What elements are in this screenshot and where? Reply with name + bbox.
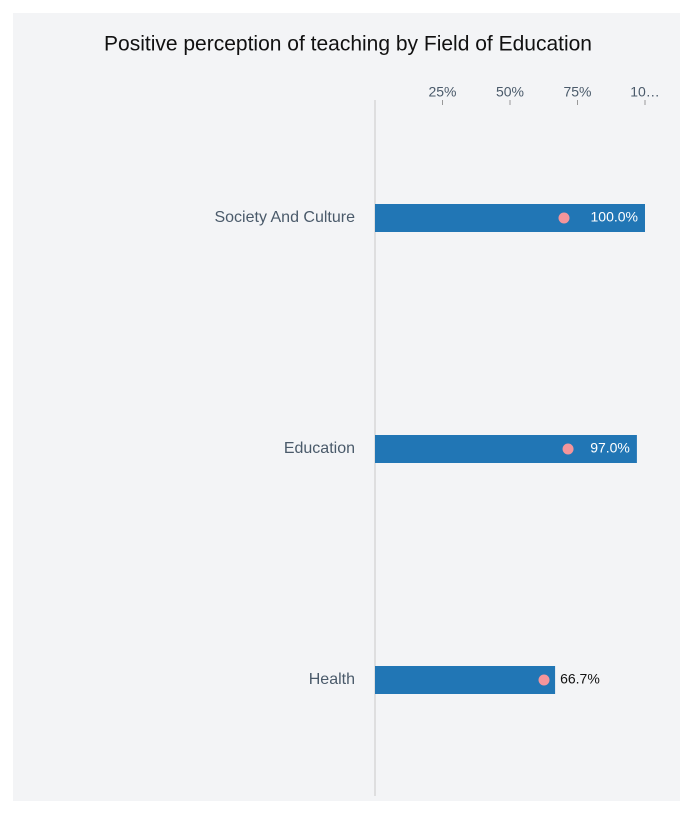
bar [375,435,637,463]
marker [562,443,574,455]
chart-title: Positive perception of teaching by Field… [104,33,592,56]
y-tick-label: Society And Culture [214,209,355,226]
x-tick-label: 50% [496,84,524,100]
x-tick-label: 25% [428,84,456,100]
x-tick-label: 75% [563,84,591,100]
value-label: 100.0% [591,209,638,225]
marker [558,212,570,224]
x-tick-label: 10… [630,84,660,100]
bar [375,204,645,232]
plot-background [13,13,680,801]
y-tick-label: Health [309,671,355,688]
value-label: 66.7% [560,671,600,687]
y-tick-label: Education [284,440,355,457]
bar [375,666,556,694]
marker [538,674,550,686]
value-label: 97.0% [590,440,630,456]
